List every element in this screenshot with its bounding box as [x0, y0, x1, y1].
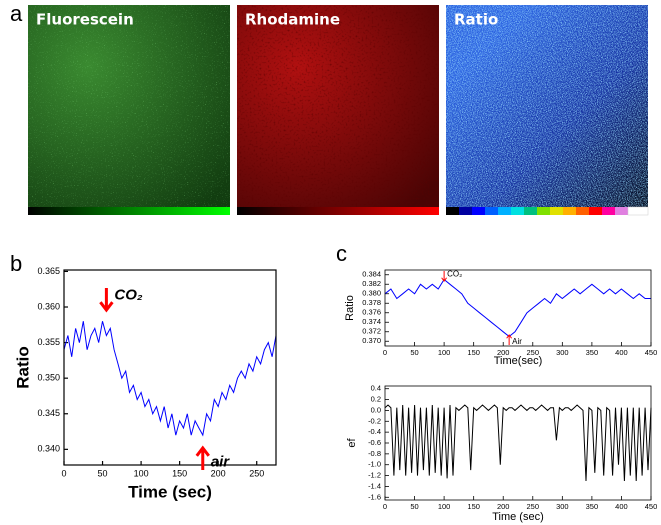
x-tick-label: 400: [615, 502, 628, 511]
image-title: Rhodamine: [245, 11, 340, 29]
panel-label: c: [336, 241, 347, 266]
y-tick-label: -1.2: [368, 471, 381, 480]
y-tick-label: -1.4: [368, 481, 381, 490]
x-tick-label: 300: [556, 348, 569, 357]
y-tick-label: -0.4: [368, 427, 381, 436]
panel-label: b: [10, 251, 22, 276]
plot-frame: [384, 269, 652, 347]
y-axis-label: ef: [346, 437, 358, 447]
x-tick-label: 50: [410, 502, 418, 511]
image-rhodamine: Rhodamine: [237, 5, 439, 215]
y-tick-label: 0.382: [362, 279, 381, 288]
image-title: Ratio: [454, 11, 498, 29]
x-tick-label: 250: [249, 468, 264, 478]
x-tick-label: 100: [438, 348, 451, 357]
x-axis-label: Time(sec): [494, 355, 542, 367]
x-tick-label: 0: [383, 502, 387, 511]
plot-frame: [63, 269, 277, 466]
y-tick-label: -1.6: [368, 492, 381, 501]
x-axis-label: Time (sec): [492, 511, 544, 523]
x-tick-label: 50: [98, 468, 108, 478]
annotation: CO₂: [447, 269, 462, 278]
y-tick-label: 0.374: [362, 317, 381, 326]
y-tick-label: 0.384: [362, 270, 381, 279]
y-tick-label: 0.345: [37, 408, 60, 418]
x-tick-label: 100: [134, 468, 149, 478]
x-tick-label: 350: [586, 502, 599, 511]
y-axis-label: Ratio: [13, 346, 32, 389]
y-axis-label: Ratio: [344, 295, 356, 321]
y-tick-label: 0.360: [37, 301, 60, 311]
panel-label: a: [10, 1, 23, 26]
y-tick-label: 0.340: [37, 444, 60, 454]
x-tick-label: 0: [61, 468, 66, 478]
y-tick-label: -1.0: [368, 460, 381, 469]
x-tick-label: 200: [497, 348, 510, 357]
data-line: [384, 278, 651, 338]
y-tick-label: 0.370: [362, 336, 381, 345]
x-tick-label: 400: [615, 348, 628, 357]
x-tick-label: 450: [645, 502, 658, 511]
data-line: [63, 321, 277, 437]
x-tick-label: 100: [438, 502, 451, 511]
y-tick-label: 0.378: [362, 298, 381, 307]
x-tick-label: 350: [586, 348, 599, 357]
x-tick-label: 150: [172, 468, 187, 478]
annotation: Air: [512, 337, 522, 346]
x-tick-label: 250: [527, 348, 540, 357]
annotation-arrow: [195, 445, 210, 470]
y-tick-label: -0.2: [368, 416, 381, 425]
x-tick-label: 50: [410, 348, 418, 357]
x-tick-label: 200: [211, 468, 226, 478]
x-axis-label: Time (sec): [128, 482, 212, 501]
x-tick-label: 150: [467, 348, 480, 357]
y-tick-label: 0.380: [362, 289, 381, 298]
y-tick-label: 0.2: [371, 395, 381, 404]
plot-frame: [384, 385, 652, 501]
x-tick-label: 0: [383, 348, 387, 357]
y-tick-label: -0.6: [368, 438, 381, 447]
annotation-arrow: [99, 288, 114, 313]
x-tick-label: 150: [467, 502, 480, 511]
image-ratio: Ratio: [446, 5, 649, 216]
annotation: CO₂: [114, 286, 142, 303]
y-tick-label: 0.0: [371, 405, 381, 414]
y-tick-label: 0.350: [37, 373, 60, 383]
x-tick-label: 250: [527, 502, 540, 511]
data-line: [384, 404, 652, 482]
image-title: Fluorescein: [36, 11, 134, 29]
image-fluorescein: Fluorescein: [28, 5, 230, 215]
annotation-arrow: [506, 334, 513, 345]
annotation-arrow: [441, 271, 448, 282]
x-tick-label: 200: [497, 502, 510, 511]
x-tick-label: 300: [556, 502, 569, 511]
x-tick-label: 450: [645, 348, 658, 357]
y-tick-label: 0.376: [362, 308, 381, 317]
y-tick-label: 0.4: [371, 384, 381, 393]
y-tick-label: 0.372: [362, 327, 381, 336]
y-tick-label: 0.355: [37, 337, 60, 347]
y-tick-label: -0.8: [368, 449, 381, 458]
y-tick-label: 0.365: [37, 266, 60, 276]
annotation: air: [211, 454, 231, 471]
